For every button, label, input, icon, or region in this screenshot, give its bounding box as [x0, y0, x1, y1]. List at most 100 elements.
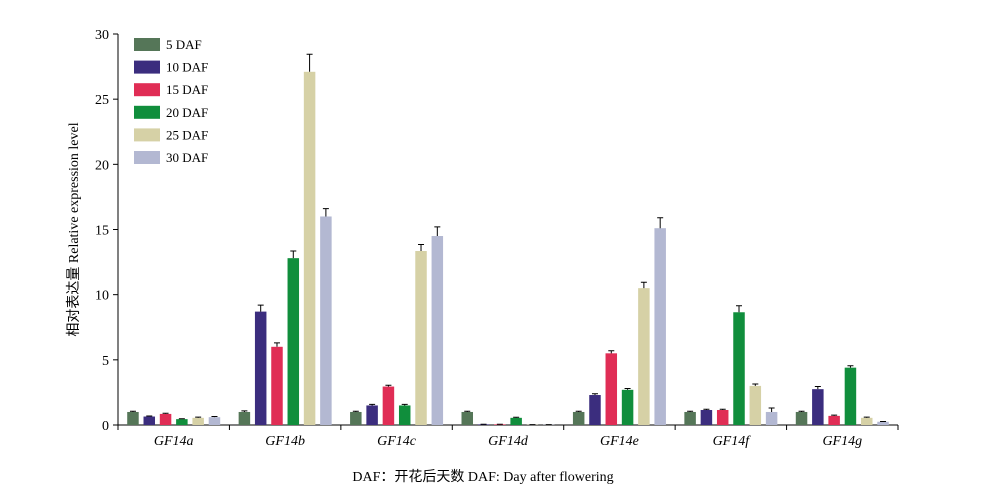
bar	[176, 419, 188, 425]
legend-swatch	[134, 83, 160, 97]
legend-label: 25 DAF	[166, 127, 208, 142]
bar	[716, 410, 729, 425]
error-bar	[608, 350, 615, 354]
y-tick-label: 30	[95, 28, 109, 43]
bar	[208, 417, 221, 425]
legend-swatch	[134, 60, 160, 74]
error-bar	[352, 410, 359, 412]
x-tick-label: GF14a	[154, 434, 194, 449]
error-bar	[273, 342, 280, 347]
legend: 5 DAF 10 DAF 15 DAF 20 DAF 25 DAF 30 DAF	[134, 37, 208, 165]
plot-area: 0 5 10 15 20 25 30 GF14a GF14b GF14c GF14d GF14e GF1…	[95, 28, 899, 449]
error-bar	[640, 281, 647, 289]
legend-label: 30 DAF	[166, 150, 208, 165]
y-tick-label: 5	[102, 354, 109, 369]
error-bar	[736, 305, 743, 313]
y-tick-label: 20	[95, 158, 109, 173]
legend-label: 20 DAF	[166, 105, 208, 120]
bar	[461, 411, 473, 425]
bar	[684, 411, 696, 425]
error-bar	[831, 414, 838, 416]
bar	[572, 411, 585, 425]
bar	[654, 228, 666, 425]
error-bar	[591, 393, 598, 396]
error-bar	[418, 243, 425, 251]
error-bar	[814, 386, 821, 390]
error-bar	[211, 416, 218, 418]
error-bar	[434, 226, 441, 237]
y-tick-label: 0	[102, 419, 109, 434]
x-tick-label: GF14e	[600, 434, 639, 449]
bar	[366, 405, 378, 425]
y-tick-label: 25	[95, 93, 109, 108]
error-bar	[162, 412, 169, 414]
bar	[589, 395, 601, 425]
error-bar	[657, 217, 664, 229]
bar	[795, 411, 808, 425]
bar	[749, 385, 762, 425]
bar	[621, 389, 634, 425]
y-axis-label: 相对表达量 Relative expression level	[66, 122, 82, 336]
bar	[844, 367, 857, 425]
error-bar	[195, 416, 202, 418]
bar	[812, 389, 824, 425]
error-bar	[322, 208, 329, 217]
y-tick-label: 10	[95, 289, 109, 304]
legend-swatch	[134, 128, 160, 142]
bar	[877, 421, 889, 425]
bar	[238, 411, 251, 425]
bar	[271, 346, 283, 425]
error-bar	[290, 250, 297, 259]
error-bar	[385, 384, 392, 387]
bar	[431, 236, 444, 425]
bar	[415, 251, 427, 425]
x-tick-label: GF14f	[713, 434, 752, 449]
error-bar	[752, 383, 759, 386]
legend-swatch	[134, 151, 160, 164]
legend-label: 5 DAF	[166, 37, 202, 52]
error-bar	[575, 410, 582, 412]
legend-swatch	[134, 38, 160, 51]
y-tick-label: 15	[95, 224, 109, 239]
error-bar	[401, 403, 408, 406]
error-bar	[306, 53, 313, 72]
bar	[143, 416, 156, 425]
error-bar	[146, 415, 153, 417]
bar	[192, 417, 204, 425]
bar	[254, 311, 267, 425]
error-bar	[241, 410, 248, 412]
x-tick-label: GF14b	[265, 434, 305, 449]
error-bar	[369, 403, 376, 406]
x-tick-label: GF14c	[377, 434, 417, 449]
bar	[127, 411, 139, 425]
error-bar	[687, 410, 694, 412]
error-bar	[129, 410, 136, 412]
error-bar	[719, 408, 726, 411]
bar	[382, 386, 395, 425]
bar	[733, 312, 745, 425]
x-tick-label: GF14g	[822, 434, 862, 449]
bar	[320, 216, 332, 425]
legend-swatch	[134, 105, 160, 119]
error-bar	[257, 304, 264, 312]
bar	[287, 258, 300, 425]
error-bar	[513, 416, 520, 418]
bar	[765, 411, 778, 425]
bar	[510, 417, 522, 425]
figure-caption: DAF：开花后天数 DAF: Day after flowering	[352, 469, 613, 485]
bar	[398, 405, 411, 425]
bar	[605, 353, 618, 425]
legend-label: 10 DAF	[166, 60, 208, 75]
legend-label: 15 DAF	[166, 82, 208, 97]
error-bar	[798, 410, 805, 412]
bar	[860, 417, 873, 425]
bar	[638, 288, 650, 425]
error-bar	[464, 410, 471, 412]
bar	[159, 413, 172, 425]
error-bar	[703, 408, 710, 411]
bar	[350, 411, 362, 425]
error-bar	[768, 407, 775, 412]
error-bar	[847, 365, 854, 368]
bar	[828, 415, 840, 425]
